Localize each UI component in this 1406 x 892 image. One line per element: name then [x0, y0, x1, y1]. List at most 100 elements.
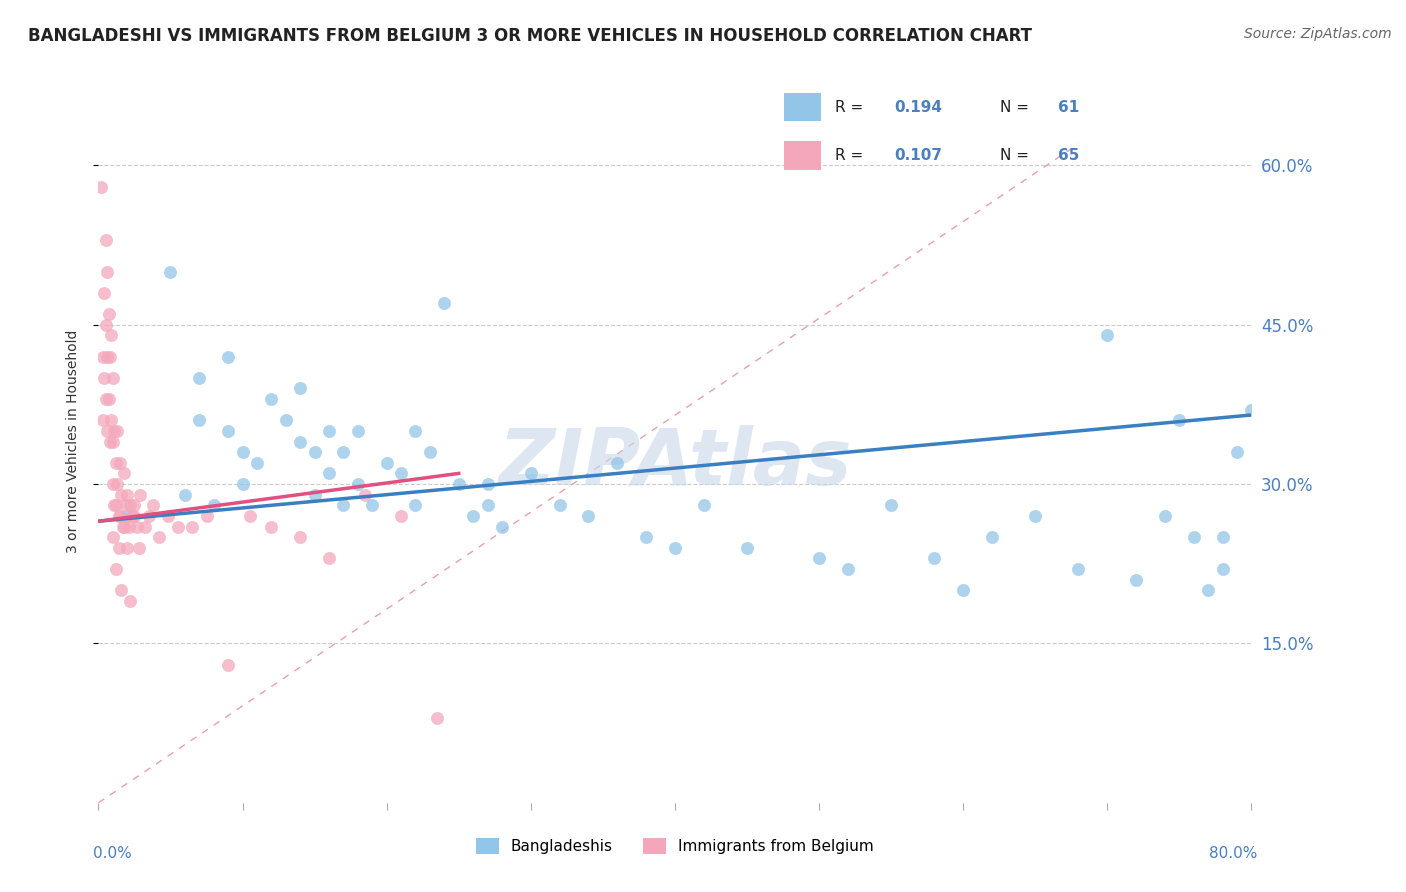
Point: [108, 456, 131, 470]
Point: [389, 467, 412, 481]
Point: [636, 530, 658, 544]
Point: [107, 508, 129, 523]
Point: [1125, 573, 1147, 587]
Point: [181, 519, 204, 533]
Point: [304, 488, 326, 502]
Text: 61: 61: [1059, 101, 1080, 115]
Point: [90, 179, 112, 194]
Point: [100, 413, 122, 427]
Point: [104, 562, 127, 576]
Point: [426, 711, 449, 725]
Point: [127, 519, 149, 533]
Point: [304, 445, 326, 459]
Text: 0.107: 0.107: [894, 148, 942, 162]
Point: [124, 508, 146, 523]
Legend: Bangladeshis, Immigrants from Belgium: Bangladeshis, Immigrants from Belgium: [470, 832, 880, 860]
Point: [735, 541, 758, 555]
Point: [491, 519, 513, 533]
Point: [433, 296, 456, 310]
Point: [105, 424, 128, 438]
Point: [260, 519, 283, 533]
Point: [952, 583, 974, 598]
Point: [231, 445, 254, 459]
Point: [1024, 508, 1046, 523]
Point: [114, 498, 136, 512]
Point: [174, 488, 197, 502]
Point: [318, 424, 340, 438]
Point: [121, 508, 143, 523]
Point: [346, 477, 368, 491]
Text: N =: N =: [1000, 148, 1033, 162]
Point: [274, 413, 297, 427]
Text: 0.0%: 0.0%: [93, 847, 131, 861]
Point: [94, 233, 117, 247]
Point: [981, 530, 1004, 544]
Point: [103, 424, 125, 438]
Point: [112, 467, 135, 481]
Point: [389, 508, 412, 523]
Point: [128, 541, 150, 555]
Point: [405, 498, 427, 512]
Point: [332, 445, 354, 459]
Y-axis label: 3 or more Vehicles in Household: 3 or more Vehicles in Household: [66, 330, 80, 553]
Point: [318, 551, 340, 566]
Point: [91, 413, 114, 427]
Point: [91, 350, 114, 364]
Point: [96, 264, 118, 278]
Point: [664, 541, 686, 555]
Point: [111, 519, 134, 533]
Text: 65: 65: [1059, 148, 1080, 162]
Text: 0.194: 0.194: [894, 101, 942, 115]
Point: [405, 424, 427, 438]
Text: BANGLADESHI VS IMMIGRANTS FROM BELGIUM 3 OR MORE VEHICLES IN HOUSEHOLD CORRELATI: BANGLADESHI VS IMMIGRANTS FROM BELGIUM 3…: [28, 27, 1032, 45]
Point: [924, 551, 946, 566]
Point: [239, 508, 262, 523]
Point: [290, 381, 312, 395]
Point: [419, 445, 441, 459]
Point: [134, 519, 156, 533]
Point: [101, 371, 124, 385]
Point: [110, 583, 132, 598]
Point: [693, 498, 716, 512]
Point: [98, 350, 121, 364]
Point: [548, 498, 571, 512]
Text: ZIPAtlas: ZIPAtlas: [498, 425, 852, 501]
Point: [120, 594, 142, 608]
Point: [354, 488, 377, 502]
Point: [104, 498, 127, 512]
Point: [837, 562, 859, 576]
Text: Source: ZipAtlas.com: Source: ZipAtlas.com: [1244, 27, 1392, 41]
Point: [98, 434, 121, 449]
Point: [110, 488, 132, 502]
Point: [94, 392, 117, 406]
Point: [93, 371, 115, 385]
Point: [1212, 530, 1234, 544]
Point: [100, 328, 122, 343]
Point: [105, 477, 128, 491]
Text: 80.0%: 80.0%: [1209, 847, 1257, 861]
Point: [808, 551, 831, 566]
Point: [156, 508, 179, 523]
Point: [361, 498, 384, 512]
Point: [117, 488, 139, 502]
Point: [1197, 583, 1219, 598]
Point: [101, 530, 124, 544]
Point: [290, 434, 312, 449]
Point: [606, 456, 628, 470]
Text: N =: N =: [1000, 101, 1033, 115]
Point: [217, 424, 239, 438]
Point: [477, 477, 499, 491]
Point: [159, 264, 181, 278]
Point: [104, 456, 127, 470]
Point: [120, 498, 142, 512]
Point: [107, 541, 129, 555]
Bar: [785, 141, 821, 169]
Point: [101, 434, 124, 449]
Point: [1182, 530, 1205, 544]
Point: [461, 508, 484, 523]
Point: [103, 498, 125, 512]
Point: [1097, 328, 1119, 343]
Point: [880, 498, 903, 512]
Point: [290, 530, 312, 544]
Point: [477, 498, 499, 512]
